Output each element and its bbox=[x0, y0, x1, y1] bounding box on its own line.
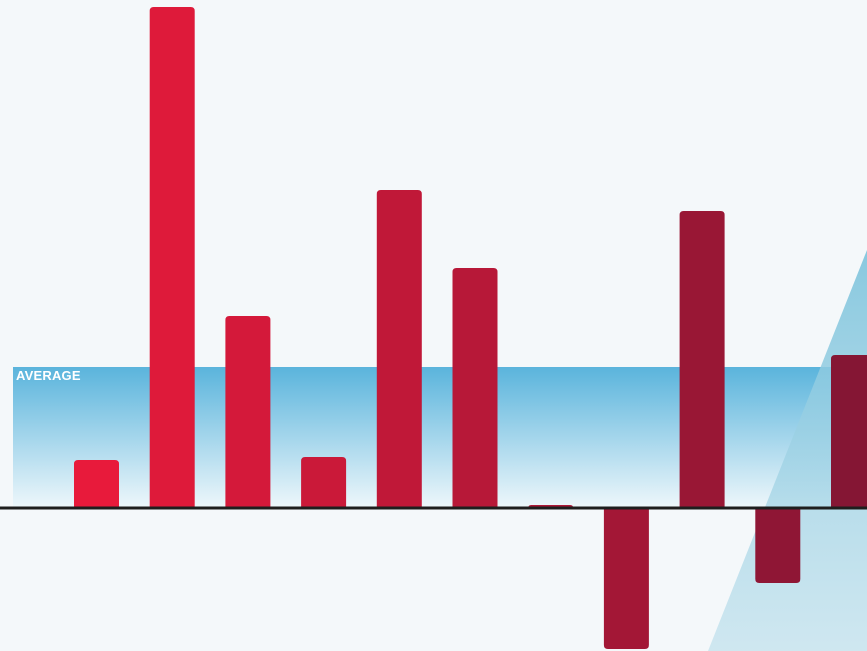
bar-10 bbox=[755, 508, 801, 583]
bar-4 bbox=[301, 457, 347, 508]
bars-group bbox=[74, 7, 867, 649]
bar-1 bbox=[74, 460, 119, 508]
average-label: AVERAGE bbox=[16, 368, 81, 383]
average-band bbox=[13, 367, 867, 508]
bar-3 bbox=[225, 316, 271, 508]
bar-8 bbox=[603, 508, 649, 649]
bar-5 bbox=[376, 190, 422, 508]
bar-9 bbox=[679, 211, 725, 508]
bar-2 bbox=[149, 7, 195, 508]
decorative-triangle bbox=[708, 250, 867, 651]
bar-11 bbox=[831, 355, 867, 508]
bar-6 bbox=[452, 268, 498, 508]
